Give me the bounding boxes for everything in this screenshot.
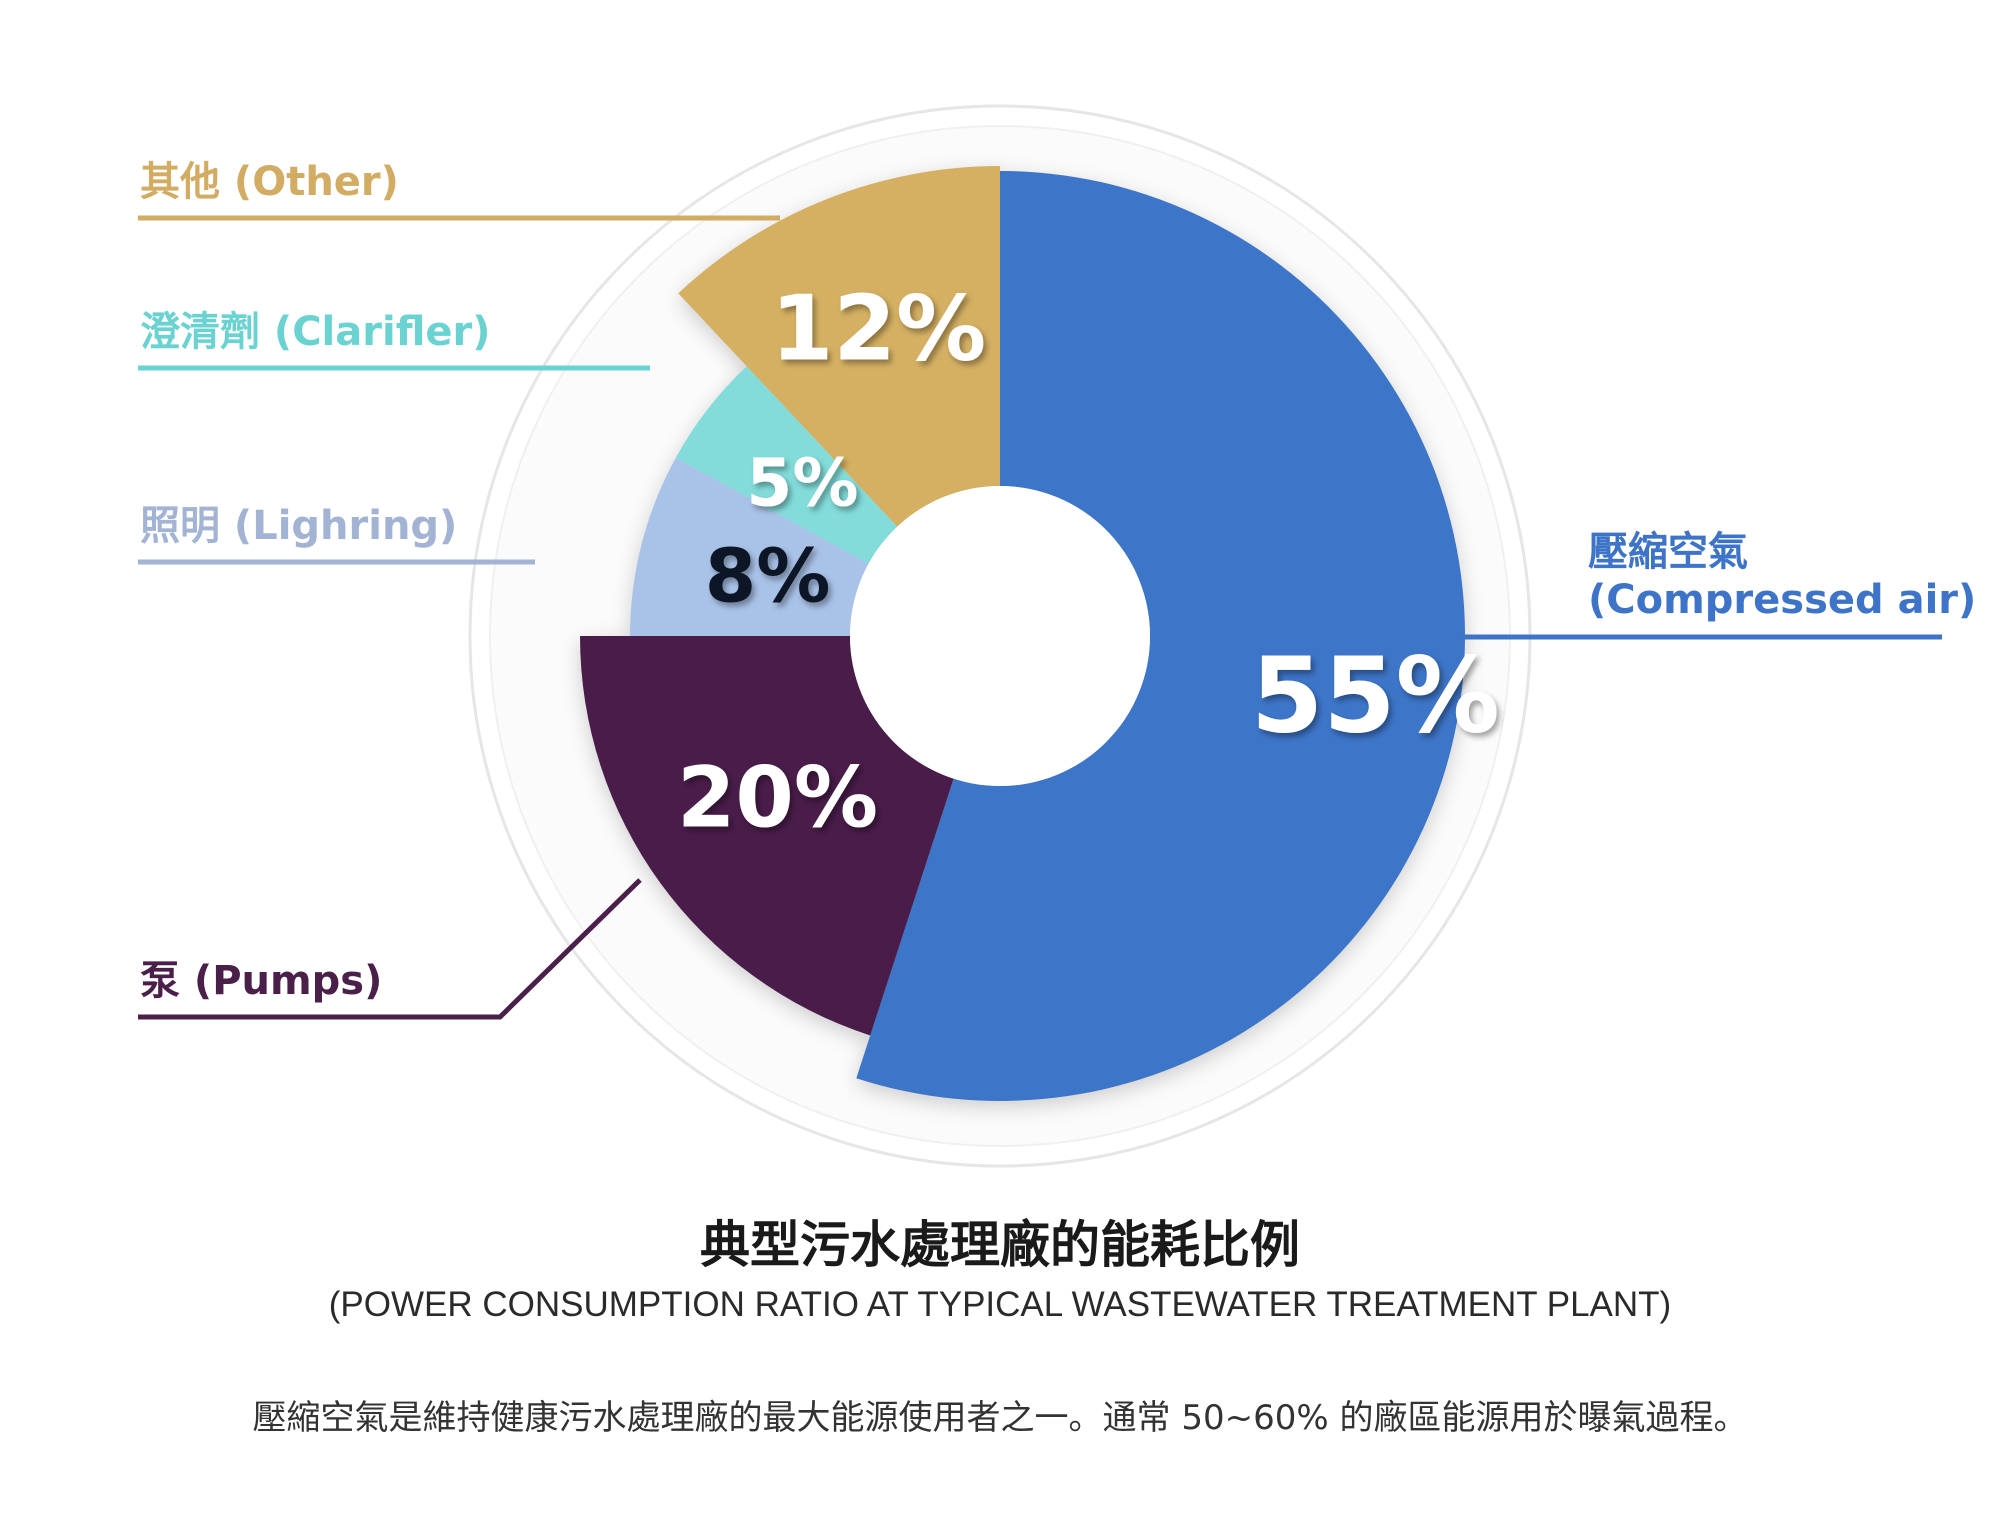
- slice-1: [856, 171, 1465, 1101]
- slice-5: [678, 166, 1000, 527]
- slice-percent-label: 55%: [1251, 634, 1500, 756]
- slice-percent-label: 8%: [705, 533, 831, 619]
- slice-percent-label: 5%: [746, 444, 858, 521]
- label-compressed-air-en: (Compressed air): [1588, 577, 1977, 623]
- slice-percent-label: 20%: [677, 749, 878, 847]
- label-clarifier: 澄清劑 (Clarifler): [140, 309, 491, 355]
- label-lighting: 照明 (Lighring): [140, 503, 458, 549]
- leader-pumps: [138, 878, 642, 1020]
- chart-title: 典型污水處理廠的能耗比例: [700, 1216, 1300, 1274]
- label-compressed-air-zh: 壓縮空氣: [1588, 529, 1748, 575]
- slice-percent-label: 12%: [771, 277, 986, 382]
- slice-4: [675, 366, 898, 564]
- chart-subtitle: (POWER CONSUMPTION RATIO AT TYPICAL WAST…: [328, 1285, 1672, 1324]
- donut-hole: [850, 486, 1150, 786]
- label-other: 其他 (Other): [140, 159, 399, 205]
- slice-3: [630, 457, 869, 636]
- label-pumps: 泵 (Pumps): [140, 958, 383, 1004]
- chart-note: 壓縮空氣是維持健康污水處理廠的最大能源使用者之一。通常 50~60% 的廠區能源…: [252, 1398, 1748, 1438]
- slice-2: [580, 636, 954, 1036]
